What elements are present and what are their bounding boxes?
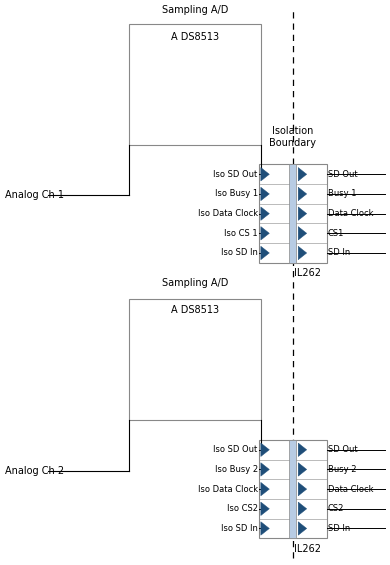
Text: Iso SD In: Iso SD In [221,524,258,533]
Text: Iso CS2: Iso CS2 [227,505,258,513]
Text: A DS8513: A DS8513 [171,32,219,42]
Text: CS2: CS2 [328,505,344,513]
Polygon shape [261,187,269,201]
Bar [289,164,296,263]
Polygon shape [298,207,307,220]
Polygon shape [298,502,307,515]
Text: SD In: SD In [328,249,350,258]
Text: Analog Ch 1: Analog Ch 1 [5,190,64,201]
Polygon shape [298,483,307,496]
Text: CS1: CS1 [328,229,344,238]
Text: Iso SD Out: Iso SD Out [213,170,258,179]
Text: Iso SD Out: Iso SD Out [213,445,258,454]
Polygon shape [298,443,307,457]
Text: IL262: IL262 [294,544,321,554]
Text: Iso SD In: Iso SD In [221,249,258,258]
Text: Isolation
Boundary: Isolation Boundary [269,126,316,147]
Polygon shape [261,483,269,496]
Bar [289,440,296,538]
Bar [129,24,261,145]
Polygon shape [298,246,307,260]
Text: Iso Busy 2: Iso Busy 2 [215,465,258,474]
Text: Data Clock: Data Clock [328,209,373,218]
Polygon shape [298,187,307,201]
Polygon shape [298,168,307,181]
Text: Iso Busy 1: Iso Busy 1 [215,189,258,198]
Text: SD Out: SD Out [328,445,358,454]
Text: Iso Data Clock: Iso Data Clock [198,485,258,494]
Polygon shape [261,207,269,220]
Text: Data Clock: Data Clock [328,485,373,494]
Text: Iso Data Clock: Iso Data Clock [198,209,258,218]
Polygon shape [261,246,269,260]
Polygon shape [261,443,269,457]
Text: Sampling A/D: Sampling A/D [162,6,228,15]
Bar [259,440,327,538]
Polygon shape [261,168,269,181]
Polygon shape [261,227,269,240]
Text: Sampling A/D: Sampling A/D [162,278,228,288]
Text: SD Out: SD Out [328,170,358,179]
Polygon shape [261,463,269,476]
Bar [129,299,261,420]
Text: Analog Ch 2: Analog Ch 2 [5,466,64,476]
Text: SD In: SD In [328,524,350,533]
Text: Busy 1: Busy 1 [328,189,356,198]
Polygon shape [298,521,307,535]
Polygon shape [261,521,269,535]
Text: A DS8513: A DS8513 [171,305,219,315]
Bar [259,164,327,263]
Polygon shape [298,463,307,476]
Polygon shape [261,502,269,515]
Polygon shape [298,227,307,240]
Text: Iso CS 1: Iso CS 1 [224,229,258,238]
Text: Busy 2: Busy 2 [328,465,356,474]
Text: IL262: IL262 [294,268,321,279]
